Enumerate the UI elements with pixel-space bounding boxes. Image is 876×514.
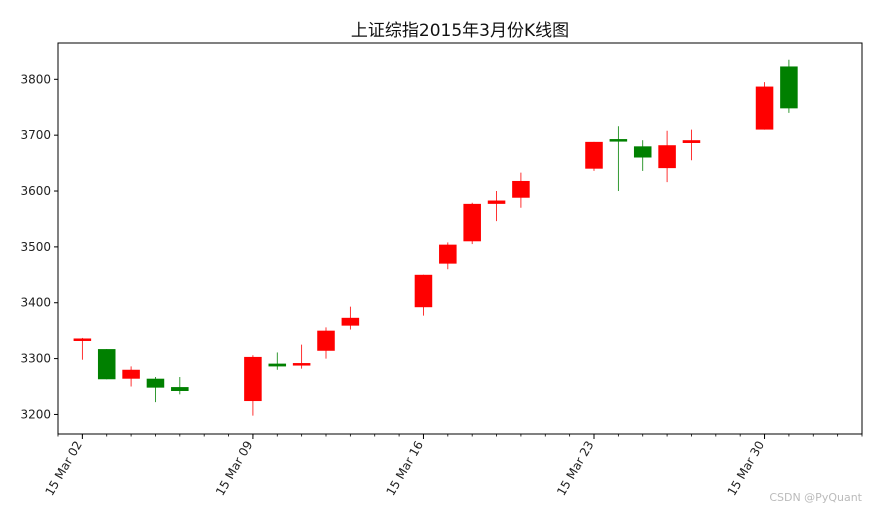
y-tick-label: 3800	[20, 72, 51, 86]
candle-body	[73, 338, 92, 341]
candle-body	[97, 349, 116, 380]
y-tick-label: 3500	[20, 240, 51, 254]
candle-body	[122, 369, 140, 379]
candle-body	[609, 139, 628, 142]
candle-body	[463, 203, 481, 242]
candle-body	[414, 274, 433, 308]
candle-body	[780, 66, 798, 109]
x-tick-label: 15 Mar 23	[554, 439, 597, 499]
y-tick-label: 3200	[20, 407, 51, 421]
candle-body	[512, 180, 530, 198]
candle-body	[439, 244, 457, 264]
candle-body	[146, 378, 165, 388]
candle-body	[341, 317, 360, 326]
candle-body	[658, 145, 676, 169]
candle-body	[268, 363, 287, 367]
candle-body	[755, 86, 774, 130]
y-tick-label: 3700	[20, 128, 51, 142]
x-tick-label: 15 Mar 16	[384, 439, 427, 499]
plot-frame	[57, 42, 863, 435]
candle-body	[487, 200, 506, 204]
candle-body	[171, 387, 189, 391]
x-tick-label: 15 Mar 09	[213, 439, 256, 499]
candle-body	[682, 140, 701, 143]
watermark: CSDN @PyQuant	[769, 491, 862, 504]
candle-body	[633, 146, 652, 158]
candle-body	[317, 330, 335, 351]
x-tick-label: 15 Mar 02	[42, 439, 85, 499]
candle-body	[244, 356, 262, 402]
y-tick-label: 3300	[20, 352, 51, 366]
chart-title: 上证综指2015年3月份K线图	[351, 21, 569, 41]
candles-layer	[73, 59, 798, 416]
candle-body	[585, 141, 603, 169]
y-tick-label: 3600	[20, 184, 51, 198]
candle-body	[292, 363, 311, 366]
x-tick-label: 15 Mar 30	[725, 439, 768, 499]
y-tick-label: 3400	[20, 296, 51, 310]
